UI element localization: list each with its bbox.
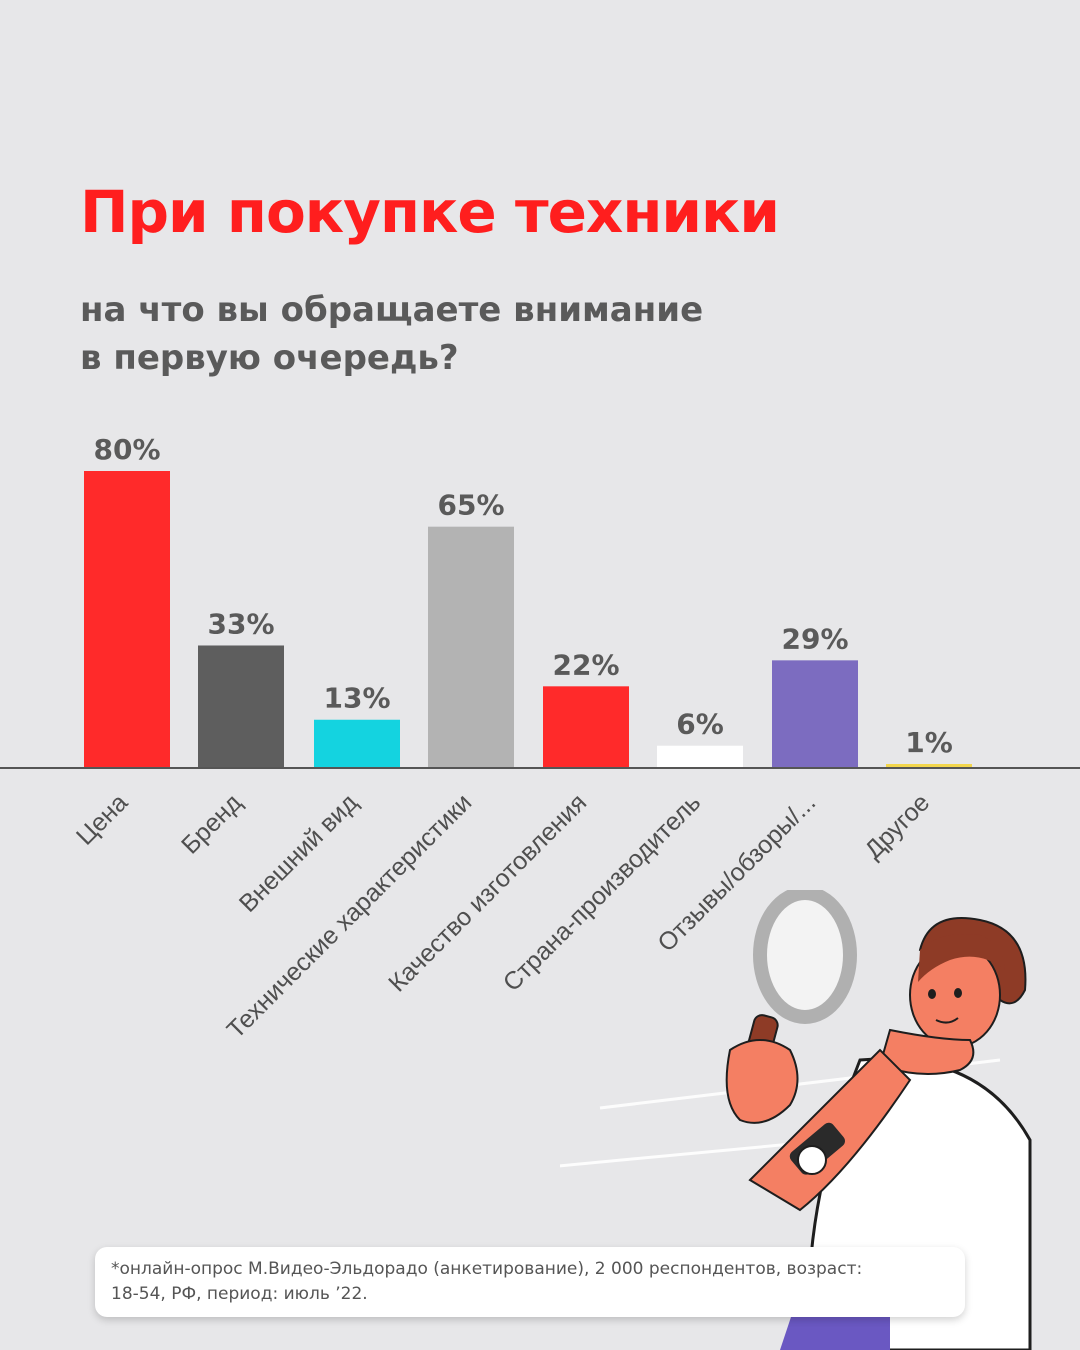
- subtitle-line-1: на что вы обращаете внимание: [80, 290, 704, 330]
- bars-group: [84, 471, 972, 768]
- bar-3: [314, 719, 400, 768]
- value-label-2: 33%: [207, 607, 274, 640]
- category-label-1: Цена: [71, 788, 133, 850]
- footnote-line-2: 18-54, РФ, период: июль ’22.: [111, 1284, 368, 1304]
- category-label-8: Другое: [859, 788, 935, 864]
- page-subtitle: на что вы обращаете внимание в первую оч…: [80, 286, 703, 382]
- bar-2: [198, 645, 284, 768]
- footnote-line-1: *онлайн-опрос М.Видео-Эльдорадо (анкетир…: [111, 1259, 863, 1279]
- page-title: При покупке техники: [80, 178, 780, 246]
- footnote: *онлайн-опрос М.Видео-Эльдорадо (анкетир…: [95, 1247, 965, 1317]
- bar-6: [657, 745, 743, 768]
- value-label-6: 6%: [676, 708, 724, 741]
- category-label-4: Технические характеристики: [222, 788, 478, 1044]
- bar-1: [84, 471, 170, 768]
- category-label-2: Бренд: [176, 788, 247, 859]
- value-label-1: 80%: [93, 433, 160, 466]
- bar-5: [543, 686, 629, 768]
- bar-8: [886, 764, 972, 768]
- category-label-3: Внешний вид: [234, 788, 364, 918]
- bar-4: [428, 526, 514, 768]
- value-label-5: 22%: [552, 648, 619, 681]
- value-label-4: 65%: [437, 489, 504, 522]
- bar-7: [772, 660, 858, 768]
- person-with-magnifying-glass-icon: [560, 890, 1032, 1350]
- value-labels-group: 80% 33% 13% 65% 22% 6% 29% 1%: [93, 433, 952, 759]
- value-label-7: 29%: [781, 622, 848, 655]
- subtitle-line-2: в первую очередь?: [80, 338, 459, 378]
- value-label-8: 1%: [905, 726, 953, 759]
- value-label-3: 13%: [323, 682, 390, 715]
